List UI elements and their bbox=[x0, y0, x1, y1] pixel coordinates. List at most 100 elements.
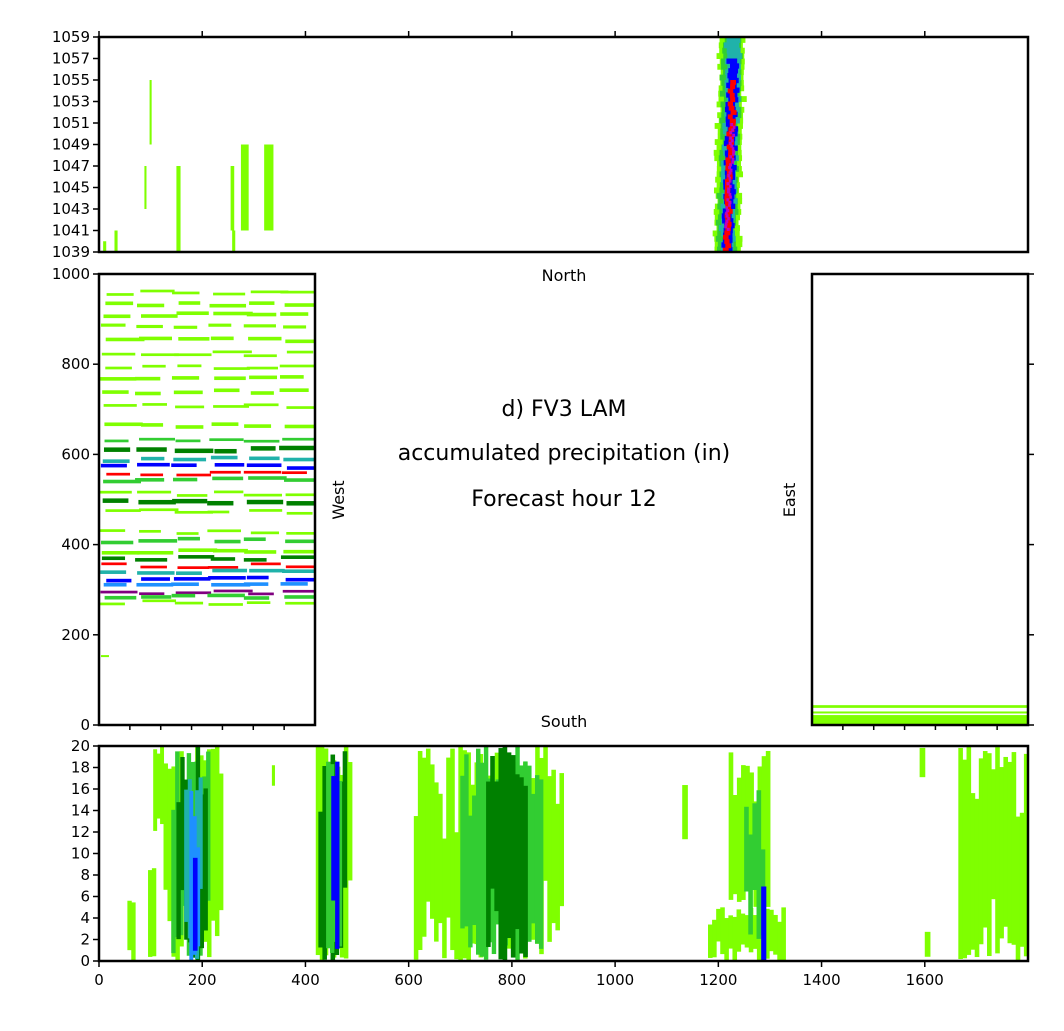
heat-band bbox=[282, 569, 315, 574]
heat-column bbox=[958, 747, 963, 960]
heat-cell bbox=[728, 105, 735, 111]
heat-column bbox=[732, 916, 738, 961]
heat-band bbox=[140, 473, 164, 477]
y-tick-label: 16 bbox=[71, 780, 90, 798]
heat-cell bbox=[722, 247, 729, 253]
heat-band bbox=[214, 490, 244, 494]
heat-band bbox=[177, 364, 202, 368]
heat-band bbox=[138, 499, 176, 505]
heat-band bbox=[213, 367, 250, 370]
heat-cell bbox=[729, 184, 732, 188]
heat-column bbox=[519, 777, 524, 954]
heat-band bbox=[283, 549, 315, 554]
heat-cell bbox=[726, 58, 738, 64]
heat-column bbox=[982, 751, 988, 928]
heat-band bbox=[103, 314, 131, 319]
x-tick-label: 800 bbox=[498, 971, 527, 989]
heat-band bbox=[812, 711, 1028, 714]
heat-column bbox=[744, 915, 750, 948]
heat-streak bbox=[232, 230, 236, 252]
heat-cell bbox=[729, 163, 733, 167]
heat-band bbox=[139, 529, 161, 533]
y-tick-label: 200 bbox=[61, 626, 90, 644]
heat-cell bbox=[725, 157, 731, 163]
heat-column bbox=[417, 751, 423, 951]
heat-band bbox=[173, 325, 198, 329]
heat-column bbox=[153, 749, 158, 831]
heat-band bbox=[214, 539, 241, 544]
heat-column bbox=[728, 752, 734, 900]
heat-band bbox=[140, 565, 167, 569]
heat-column bbox=[454, 832, 459, 960]
heat-band bbox=[212, 476, 244, 481]
heat-cell bbox=[727, 187, 731, 191]
y-tick-label: 18 bbox=[71, 759, 90, 777]
heat-band bbox=[249, 568, 285, 573]
heat-column bbox=[728, 915, 733, 949]
y-tick-label: 1059 bbox=[52, 28, 90, 46]
heat-band bbox=[210, 336, 234, 341]
heat-column bbox=[919, 747, 926, 778]
west-label: West bbox=[329, 480, 348, 519]
heat-band bbox=[243, 582, 269, 586]
heat-column bbox=[450, 748, 455, 951]
heat-column bbox=[510, 755, 516, 958]
south-label: South bbox=[541, 712, 588, 731]
heat-band bbox=[136, 447, 167, 452]
heat-column bbox=[271, 765, 275, 786]
heat-band bbox=[99, 529, 126, 532]
heat-band bbox=[246, 575, 269, 580]
heat-band bbox=[139, 437, 176, 441]
heat-band bbox=[178, 548, 218, 552]
heat-band bbox=[141, 577, 170, 581]
heat-band bbox=[248, 476, 287, 480]
heat-band bbox=[139, 508, 179, 512]
heat-column bbox=[978, 758, 984, 945]
east-panel bbox=[810, 272, 1034, 730]
heat-column bbox=[538, 779, 544, 949]
heat-band bbox=[141, 314, 178, 318]
heat-band bbox=[280, 555, 315, 559]
heat-cell bbox=[726, 209, 730, 213]
heat-band bbox=[283, 457, 315, 462]
heat-band bbox=[139, 592, 165, 596]
x-tick-label: 0 bbox=[94, 971, 104, 989]
heat-column bbox=[434, 782, 439, 942]
heat-band bbox=[246, 312, 277, 317]
heat-cell bbox=[731, 157, 735, 162]
heat-streak bbox=[149, 80, 152, 145]
heat-band bbox=[286, 511, 313, 515]
heat-column bbox=[765, 750, 771, 907]
heat-column bbox=[514, 774, 520, 930]
heat-column bbox=[131, 902, 136, 961]
heat-cell bbox=[725, 243, 732, 249]
heat-band bbox=[244, 550, 277, 554]
heat-band bbox=[176, 473, 212, 477]
heat-band bbox=[286, 466, 315, 470]
heat-cell bbox=[729, 63, 740, 69]
heat-band bbox=[176, 571, 202, 576]
heat-cell bbox=[728, 68, 739, 74]
heat-band bbox=[102, 498, 129, 503]
heat-cell bbox=[724, 230, 731, 236]
heat-column bbox=[777, 921, 782, 961]
heat-column bbox=[1023, 753, 1029, 957]
heat-cell bbox=[726, 221, 732, 227]
heat-band bbox=[248, 336, 282, 341]
heat-band bbox=[285, 493, 315, 497]
heat-band bbox=[207, 500, 234, 506]
heat-cell bbox=[730, 123, 734, 127]
heat-column bbox=[781, 907, 786, 961]
heat-column bbox=[326, 761, 331, 949]
heat-band bbox=[178, 555, 215, 559]
heat-column bbox=[924, 931, 931, 957]
heat-column bbox=[744, 806, 749, 892]
heat-cell bbox=[730, 139, 734, 143]
heat-band bbox=[100, 570, 127, 574]
heat-band bbox=[171, 582, 199, 587]
heat-band bbox=[213, 388, 240, 393]
heat-band bbox=[280, 582, 308, 586]
heat-cell bbox=[728, 148, 734, 154]
heat-band bbox=[285, 565, 315, 569]
